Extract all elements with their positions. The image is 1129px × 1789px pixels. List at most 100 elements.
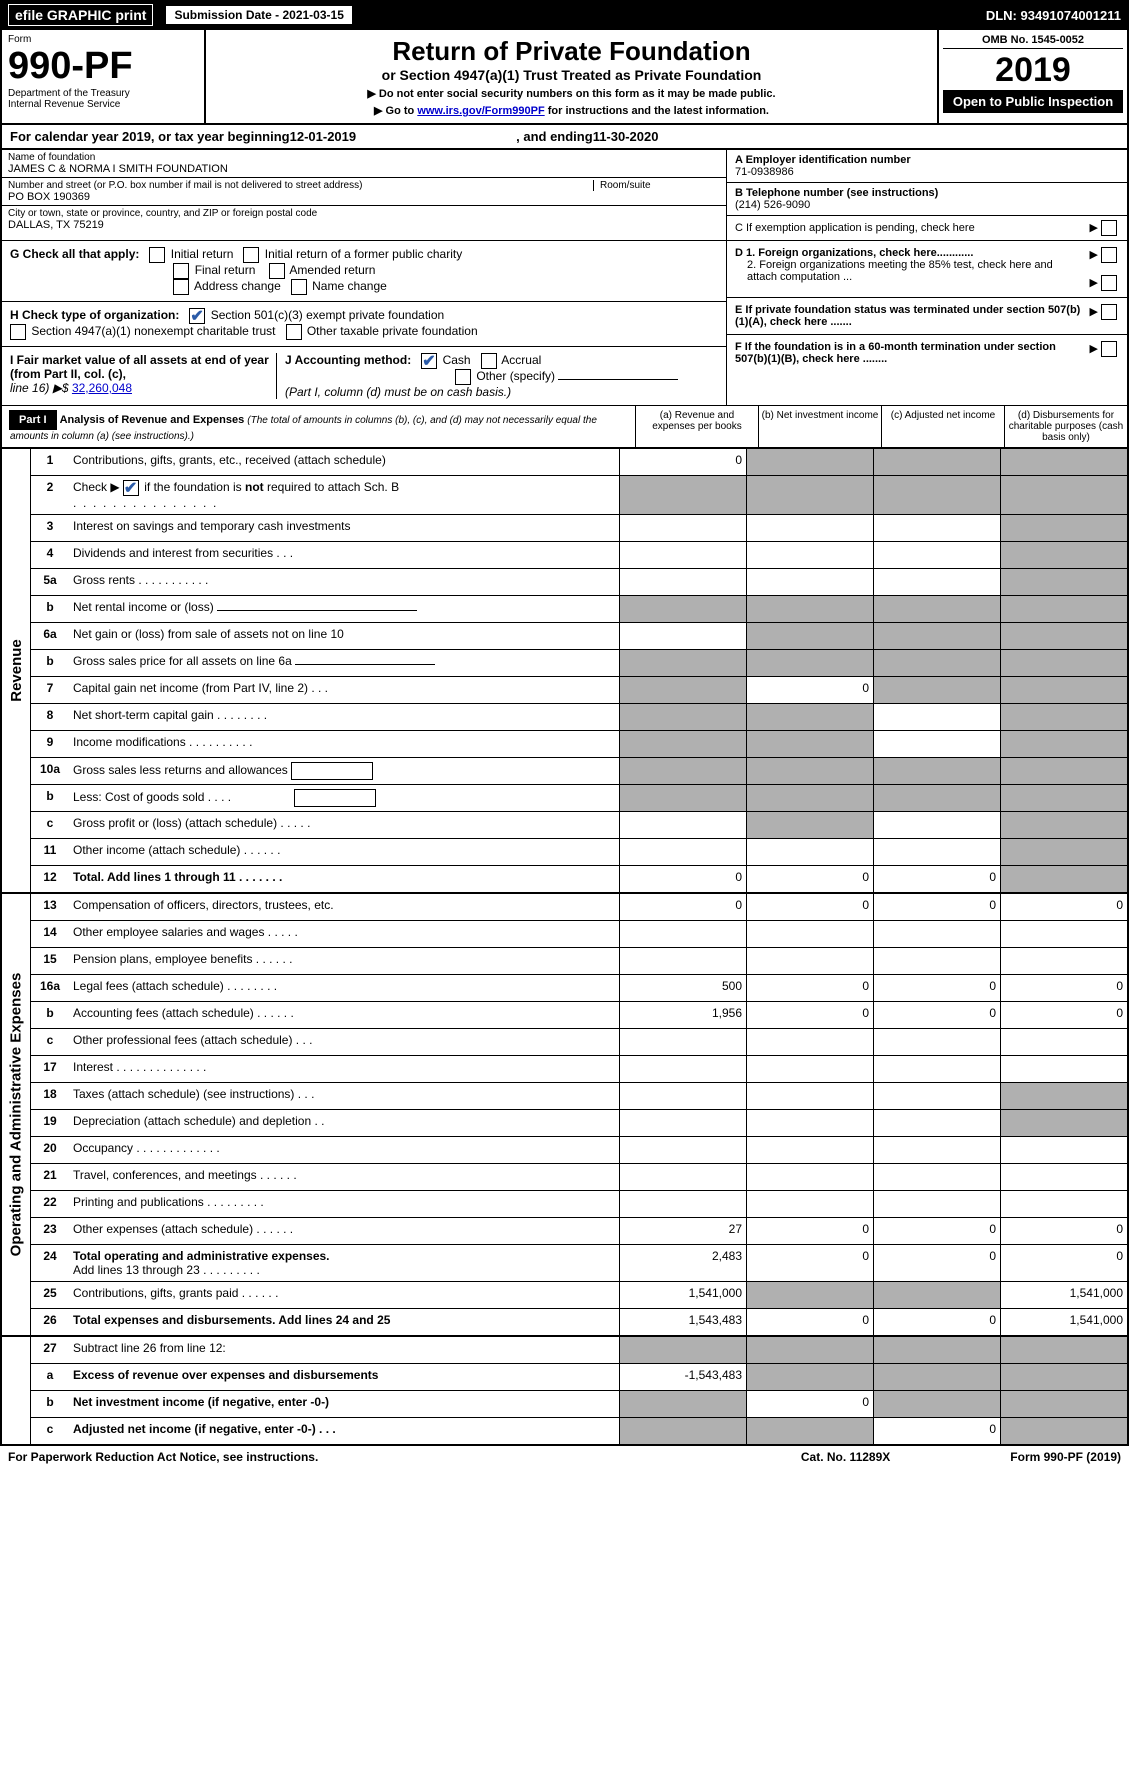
- r16a-c: 0: [873, 975, 1000, 1001]
- g-address: Address change: [194, 279, 281, 293]
- h-501c3-checkbox[interactable]: [189, 308, 205, 324]
- line27-table: 27Subtract line 26 from line 12: aExcess…: [0, 1337, 1129, 1446]
- ein-box: A Employer identification number 71-0938…: [727, 150, 1127, 183]
- j-accrual-checkbox[interactable]: [481, 353, 497, 369]
- r24-d: 0: [1000, 1245, 1127, 1281]
- checks-section: G Check all that apply: Initial return I…: [0, 240, 1129, 405]
- r27a-a: -1,543,483: [619, 1364, 746, 1390]
- c-pending-box: C If exemption application is pending, c…: [727, 216, 1127, 240]
- phone-value: (214) 526-9090: [735, 199, 1119, 211]
- r27b-b: 0: [746, 1391, 873, 1417]
- g-initial-former-checkbox[interactable]: [243, 247, 259, 263]
- h-label: H Check type of organization:: [10, 308, 179, 322]
- part1-title: Analysis of Revenue and Expenses: [60, 414, 245, 426]
- dept-treasury-1: Department of the Treasury: [8, 88, 198, 99]
- i-label2: line 16) ▶$: [10, 381, 72, 395]
- instructions-link[interactable]: www.irs.gov/Form990PF: [417, 105, 544, 117]
- r27-label: Subtract line 26 from line 12:: [69, 1337, 619, 1363]
- j-label: J Accounting method:: [285, 353, 411, 367]
- r16b-d: 0: [1000, 1002, 1127, 1028]
- r19-label: Depreciation (attach schedule) and deple…: [69, 1110, 619, 1136]
- r21-label: Travel, conferences, and meetings . . . …: [69, 1164, 619, 1190]
- r23-c: 0: [873, 1218, 1000, 1244]
- form-subtitle: or Section 4947(a)(1) Trust Treated as P…: [212, 67, 931, 83]
- expenses-vtab: Operating and Administrative Expenses: [2, 894, 31, 1335]
- d2-checkbox[interactable]: [1101, 275, 1117, 291]
- footer-right: Form 990-PF (2019): [1010, 1450, 1121, 1464]
- c-pending-checkbox[interactable]: [1101, 220, 1117, 236]
- footer-left: For Paperwork Reduction Act Notice, see …: [8, 1450, 318, 1464]
- d2-label: 2. Foreign organizations meeting the 85%…: [735, 259, 1083, 283]
- r16a-d: 0: [1000, 975, 1127, 1001]
- g-amended-checkbox[interactable]: [269, 263, 285, 279]
- r16b-a: 1,956: [619, 1002, 746, 1028]
- h-4947-checkbox[interactable]: [10, 324, 26, 340]
- r23-d: 0: [1000, 1218, 1127, 1244]
- col-b-head: (b) Net investment income: [758, 406, 881, 447]
- city-box: City or town, state or province, country…: [2, 206, 726, 233]
- form-note-1: ▶ Do not enter social security numbers o…: [212, 87, 931, 100]
- j-cash-checkbox[interactable]: [421, 353, 437, 369]
- j-other-checkbox[interactable]: [455, 369, 471, 385]
- r7-label: Capital gain net income (from Part IV, l…: [69, 677, 619, 703]
- r7-b: 0: [746, 677, 873, 703]
- d1-row: D 1. Foreign organizations, check here..…: [727, 241, 1127, 298]
- r12-a: 0: [619, 866, 746, 892]
- r20-label: Occupancy . . . . . . . . . . . . .: [69, 1137, 619, 1163]
- r10b-label: Less: Cost of goods sold . . . .: [69, 785, 619, 811]
- r26-c: 0: [873, 1309, 1000, 1335]
- phone-box: B Telephone number (see instructions) (2…: [727, 183, 1127, 216]
- g-name: Name change: [312, 279, 387, 293]
- r16a-b: 0: [746, 975, 873, 1001]
- cal-mid: , and ending: [516, 129, 593, 144]
- r9-label: Income modifications . . . . . . . . . .: [69, 731, 619, 757]
- f-row: F If the foundation is in a 60-month ter…: [727, 335, 1127, 371]
- r25-a: 1,541,000: [619, 1282, 746, 1308]
- i-value: 32,260,048: [72, 381, 132, 395]
- j-accrual: Accrual: [501, 353, 541, 367]
- g-name-checkbox[interactable]: [291, 279, 307, 295]
- revenue-table: Revenue 1Contributions, gifts, grants, e…: [0, 449, 1129, 894]
- form-label: Form: [8, 34, 198, 45]
- r16b-c: 0: [873, 1002, 1000, 1028]
- f-label: F If the foundation is in a 60-month ter…: [735, 341, 1089, 365]
- r11-label: Other income (attach schedule) . . . . .…: [69, 839, 619, 865]
- g-initial-checkbox[interactable]: [149, 247, 165, 263]
- ein-label: A Employer identification number: [735, 154, 1119, 166]
- r26-label: Total expenses and disbursements. Add li…: [69, 1309, 619, 1335]
- c-pending-label: C If exemption application is pending, c…: [735, 222, 975, 234]
- g-address-checkbox[interactable]: [173, 279, 189, 295]
- g-amended: Amended return: [289, 263, 375, 277]
- r26-d: 1,541,000: [1000, 1309, 1127, 1335]
- e-label: E If private foundation status was termi…: [735, 304, 1089, 328]
- r27c-c: 0: [873, 1418, 1000, 1444]
- r2-checkbox[interactable]: [123, 480, 139, 496]
- d1-checkbox[interactable]: [1101, 247, 1117, 263]
- expenses-table: Operating and Administrative Expenses 13…: [0, 894, 1129, 1337]
- r25-label: Contributions, gifts, grants paid . . . …: [69, 1282, 619, 1308]
- j-cash: Cash: [443, 353, 471, 367]
- col-d-head: (d) Disbursements for charitable purpose…: [1004, 406, 1127, 447]
- address-value: PO BOX 190369: [8, 191, 720, 203]
- dln-number: DLN: 93491074001211: [986, 8, 1121, 23]
- r13-c: 0: [873, 894, 1000, 920]
- revenue-label: Revenue: [8, 639, 25, 702]
- h-other-checkbox[interactable]: [286, 324, 302, 340]
- r25-d: 1,541,000: [1000, 1282, 1127, 1308]
- foundation-name-label: Name of foundation: [8, 152, 720, 163]
- part1-tag: Part I: [9, 410, 57, 430]
- city-label: City or town, state or province, country…: [8, 208, 720, 219]
- h-4947: Section 4947(a)(1) nonexempt charitable …: [31, 324, 275, 338]
- address-box: Number and street (or P.O. box number if…: [2, 178, 726, 206]
- r27a-label: Excess of revenue over expenses and disb…: [69, 1364, 619, 1390]
- h-501c3: Section 501(c)(3) exempt private foundat…: [211, 308, 444, 322]
- r17-label: Interest . . . . . . . . . . . . . .: [69, 1056, 619, 1082]
- g-initial-former: Initial return of a former public charit…: [265, 247, 462, 261]
- e-checkbox[interactable]: [1101, 304, 1117, 320]
- r16c-label: Other professional fees (attach schedule…: [69, 1029, 619, 1055]
- h-other: Other taxable private foundation: [307, 324, 478, 338]
- r10a-label: Gross sales less returns and allowances: [69, 758, 619, 784]
- i-label1: I Fair market value of all assets at end…: [10, 353, 269, 381]
- g-final-checkbox[interactable]: [173, 263, 189, 279]
- f-checkbox[interactable]: [1101, 341, 1117, 357]
